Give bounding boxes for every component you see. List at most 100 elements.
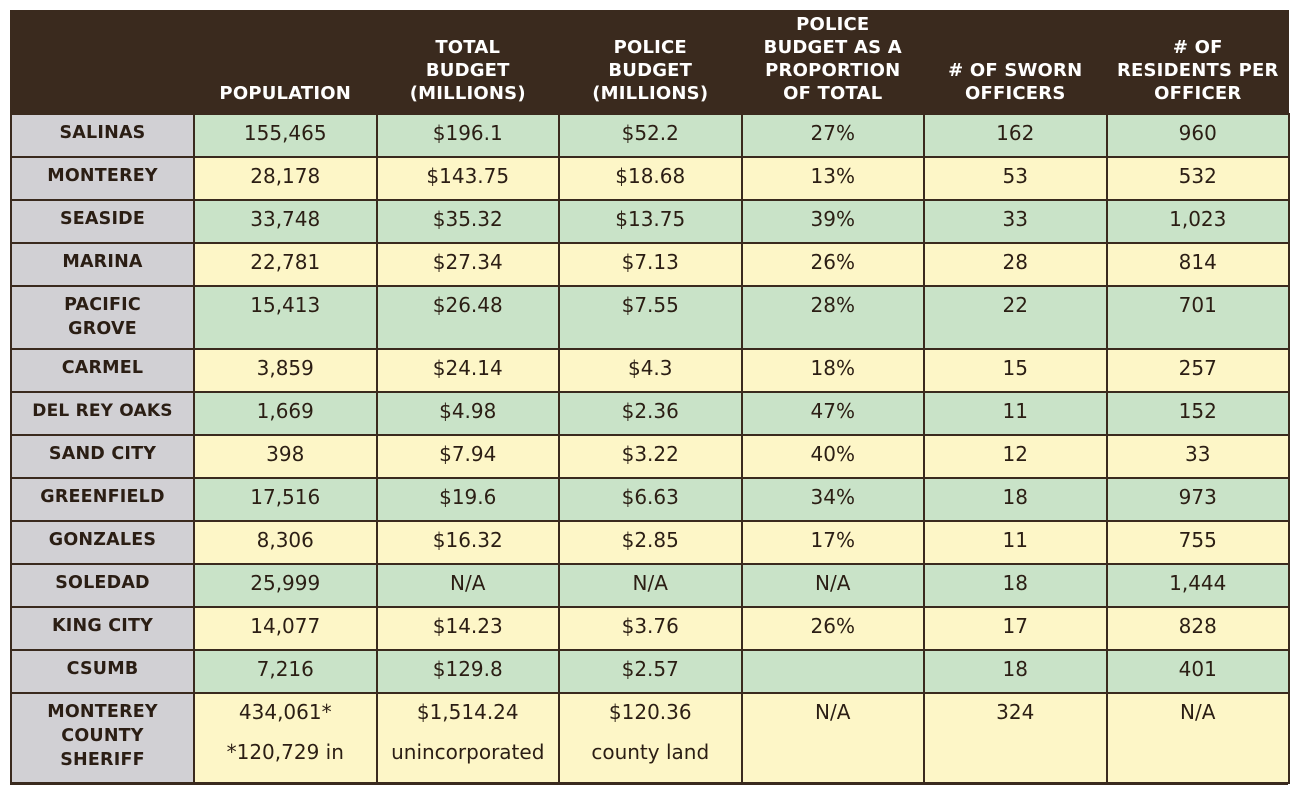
city-name: SALINAS (10, 113, 195, 158)
police-budget-cell: $7.13 (558, 242, 743, 287)
police-budget-cell: $3.22 (558, 434, 743, 479)
table-row: MARINA 22,781 $27.34 $7.13 26% 28 814 (10, 242, 1290, 287)
table-row: PACIFIC GROVE 15,413 $26.48 $7.55 28% 22… (10, 285, 1290, 350)
proportion-cell: 47% (740, 391, 925, 436)
population-cell: 15,413 (193, 285, 378, 350)
table-row: KING CITY 14,077 $14.23 $3.76 26% 17 828 (10, 606, 1290, 651)
table-row: CSUMB 7,216 $129.8 $2.57 18 401 (10, 649, 1290, 694)
residents-per-officer-cell: 973 (1105, 477, 1290, 522)
proportion-cell: 39% (740, 199, 925, 244)
total-budget-cell: $129.8 (375, 649, 560, 694)
officers-cell: 15 (923, 348, 1108, 393)
police-budget-cell: $120.36 county land (558, 692, 743, 784)
total-budget-cell: $16.32 (375, 520, 560, 565)
police-budget-cell: $13.75 (558, 199, 743, 244)
residents-per-officer-cell: 814 (1105, 242, 1290, 287)
officers-cell: 18 (923, 649, 1108, 694)
proportion-cell (740, 649, 925, 694)
total-budget-cell: $35.32 (375, 199, 560, 244)
table-row: SOLEDAD 25,999 N/A N/A N/A 18 1,444 (10, 563, 1290, 608)
total-budget-value: $1,514.24 (416, 700, 519, 724)
header-population: POPULATION (194, 10, 377, 114)
footnote-part-1: *120,729 in (226, 740, 344, 764)
population-cell: 398 (193, 434, 378, 479)
officers-cell: 53 (923, 156, 1108, 201)
residents-per-officer-cell: 1,444 (1105, 563, 1290, 608)
police-budget-value: $120.36 (608, 700, 692, 724)
city-name: CARMEL (10, 348, 195, 393)
proportion-cell: 26% (740, 242, 925, 287)
header-total-budget: TOTAL BUDGET (MILLIONS) (376, 10, 559, 114)
total-budget-cell: $4.98 (375, 391, 560, 436)
city-name: PACIFIC GROVE (10, 285, 195, 350)
footnote-part-2: unincorporated (391, 740, 545, 764)
officers-cell: 17 (923, 606, 1108, 651)
residents-per-officer-cell: 701 (1105, 285, 1290, 350)
population-cell: 33,748 (193, 199, 378, 244)
total-budget-cell: $7.94 (375, 434, 560, 479)
table-row: SEASIDE 33,748 $35.32 $13.75 39% 33 1,02… (10, 199, 1290, 244)
total-budget-cell: $19.6 (375, 477, 560, 522)
residents-per-officer-cell: 1,023 (1105, 199, 1290, 244)
table-header: POPULATION TOTAL BUDGET (MILLIONS) POLIC… (11, 10, 1289, 114)
population-cell: 22,781 (193, 242, 378, 287)
officers-cell: 162 (923, 113, 1108, 158)
proportion-cell: 26% (740, 606, 925, 651)
table-row: MONTEREY COUNTY SHERIFF 434,061* *120,72… (10, 692, 1290, 784)
proportion-cell: 34% (740, 477, 925, 522)
police-budget-cell: $2.57 (558, 649, 743, 694)
city-name: CSUMB (10, 649, 195, 694)
population-cell: 28,178 (193, 156, 378, 201)
police-budget-cell: $52.2 (558, 113, 743, 158)
population-cell: 25,999 (193, 563, 378, 608)
proportion-cell: N/A (740, 692, 925, 784)
header-sworn-officers: # OF SWORN OFFICERS (924, 10, 1107, 114)
total-budget-cell: N/A (375, 563, 560, 608)
header-row: POPULATION TOTAL BUDGET (MILLIONS) POLIC… (11, 10, 1289, 114)
officers-cell: 28 (923, 242, 1108, 287)
residents-per-officer-cell: 755 (1105, 520, 1290, 565)
proportion-cell: N/A (740, 563, 925, 608)
table-row: GREENFIELD 17,516 $19.6 $6.63 34% 18 973 (10, 477, 1290, 522)
city-name: GREENFIELD (10, 477, 195, 522)
header-city (11, 10, 194, 114)
footnote-part-3: county land (591, 740, 710, 764)
police-budget-cell: $7.55 (558, 285, 743, 350)
proportion-cell: 40% (740, 434, 925, 479)
proportion-cell: 27% (740, 113, 925, 158)
residents-per-officer-cell: 33 (1105, 434, 1290, 479)
total-budget-cell: $24.14 (375, 348, 560, 393)
officers-cell: 18 (923, 563, 1108, 608)
police-budget-cell: N/A (558, 563, 743, 608)
header-police-budget: POLICE BUDGET (MILLIONS) (559, 10, 742, 114)
table-row: DEL REY OAKS 1,669 $4.98 $2.36 47% 11 15… (10, 391, 1290, 436)
officers-cell: 324 (923, 692, 1108, 784)
police-budget-cell: $18.68 (558, 156, 743, 201)
data-table-container: POPULATION TOTAL BUDGET (MILLIONS) POLIC… (10, 10, 1290, 785)
table-row: MONTEREY 28,178 $143.75 $18.68 13% 53 53… (10, 156, 1290, 201)
officers-cell: 11 (923, 391, 1108, 436)
population-cell: 8,306 (193, 520, 378, 565)
table-body: SALINAS 155,465 $196.1 $52.2 27% 162 960… (10, 113, 1290, 784)
officers-cell: 11 (923, 520, 1108, 565)
residents-per-officer-cell: 960 (1105, 113, 1290, 158)
population-value: 434,061* (238, 700, 332, 724)
residents-per-officer-cell: 152 (1105, 391, 1290, 436)
table-row: SAND CITY 398 $7.94 $3.22 40% 12 33 (10, 434, 1290, 479)
city-name: MARINA (10, 242, 195, 287)
city-name: SOLEDAD (10, 563, 195, 608)
table-row: GONZALES 8,306 $16.32 $2.85 17% 11 755 (10, 520, 1290, 565)
police-budget-cell: $4.3 (558, 348, 743, 393)
population-cell: 14,077 (193, 606, 378, 651)
officers-cell: 18 (923, 477, 1108, 522)
police-budget-table: POPULATION TOTAL BUDGET (MILLIONS) POLIC… (10, 10, 1290, 784)
residents-per-officer-cell: 828 (1105, 606, 1290, 651)
table-row: CARMEL 3,859 $24.14 $4.3 18% 15 257 (10, 348, 1290, 393)
city-name: MONTEREY COUNTY SHERIFF (10, 692, 195, 784)
city-name: GONZALES (10, 520, 195, 565)
population-cell: 434,061* *120,729 in (193, 692, 378, 784)
proportion-cell: 18% (740, 348, 925, 393)
residents-per-officer-cell: N/A (1105, 692, 1290, 784)
proportion-cell: 17% (740, 520, 925, 565)
table-row: SALINAS 155,465 $196.1 $52.2 27% 162 960 (10, 113, 1290, 158)
